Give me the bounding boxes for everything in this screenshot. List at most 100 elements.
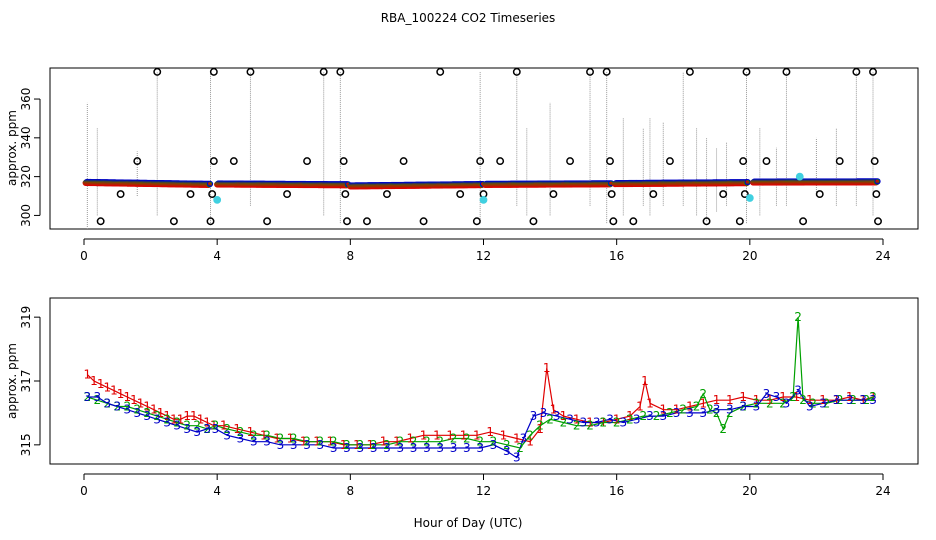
series-2-marker: 2 <box>103 396 111 410</box>
series-2-marker: 2 <box>739 400 747 414</box>
series-2-marker: 2 <box>799 393 807 407</box>
series-2-marker: 2 <box>93 393 101 407</box>
series-3-marker: 3 <box>84 390 92 404</box>
series-2-marker: 2 <box>212 419 220 433</box>
outlier-point <box>339 157 348 166</box>
series-1-marker: 1 <box>500 428 508 442</box>
outlier-point <box>419 217 428 226</box>
series-1-marker: 1 <box>287 431 295 445</box>
outlier-point <box>872 190 881 199</box>
series-2-marker: 2 <box>613 416 621 430</box>
outlier-point <box>529 217 538 226</box>
series-1-marker: 1 <box>210 419 218 433</box>
series-2-marker: 2 <box>153 409 161 423</box>
outlier-point <box>336 67 345 76</box>
series-3-marker: 3 <box>620 416 628 430</box>
series-2-marker: 2 <box>713 406 721 420</box>
series-2-marker: 2 <box>317 435 325 449</box>
bottom-series-lines <box>86 317 874 459</box>
series-1-marker: 1 <box>197 412 205 426</box>
series-3-marker: 3 <box>739 400 747 414</box>
series-3-marker: 3 <box>93 390 101 404</box>
series-1-marker: 1 <box>130 393 138 407</box>
outlier-point <box>649 190 658 199</box>
bottom-plot-frame <box>49 297 919 465</box>
series-3-marker: 3 <box>317 438 325 452</box>
x-axis-label: Hour of Day (UTC) <box>414 516 523 530</box>
series-2-marker: 2 <box>203 422 211 436</box>
series-1-marker: 1 <box>686 400 694 414</box>
top-y-axis-label: approx. ppm <box>5 110 19 186</box>
series-1-marker: 1 <box>103 380 111 394</box>
outlier-point <box>341 190 350 199</box>
series-2-marker: 2 <box>823 396 831 410</box>
series-2-marker: 2 <box>526 428 534 442</box>
series-1-marker: 1 <box>573 412 581 426</box>
series-3-marker: 3 <box>859 393 867 407</box>
series-1-marker: 1 <box>190 409 198 423</box>
series-1-marker: 1 <box>380 435 388 449</box>
series-1-marker: 1 <box>550 403 558 417</box>
series-2-marker: 2 <box>639 409 647 423</box>
series-1-marker: 1 <box>313 435 321 449</box>
outlier-point <box>363 217 371 226</box>
series-1-marker: 1 <box>233 422 241 436</box>
series-2-marker: 2 <box>436 435 444 449</box>
series-2-marker: 2 <box>183 419 191 433</box>
series-2-marker: 2 <box>143 406 151 420</box>
top-grey-spikes <box>86 71 874 229</box>
series-2-marker: 2 <box>794 310 802 324</box>
series-1-marker: 1 <box>613 412 621 426</box>
series-3-marker: 3 <box>343 441 351 455</box>
series-2-marker: 2 <box>836 393 844 407</box>
series-1-marker: 1 <box>446 428 454 442</box>
bottom-x-tick-label: 24 <box>875 484 890 498</box>
series-1-marker: 1 <box>869 390 877 404</box>
bottom-y-axis-label: approx. ppm <box>5 343 19 419</box>
series-1-marker: 1 <box>110 384 118 398</box>
outlier-point <box>96 217 105 226</box>
series-3-marker: 3 <box>133 406 141 420</box>
series-1-marker: 1 <box>260 428 268 442</box>
series-1-marker: 1 <box>406 431 414 445</box>
series-2-marker: 2 <box>766 396 774 410</box>
top-outlier-points <box>96 67 882 226</box>
series-3-marker: 3 <box>123 403 131 417</box>
series-2-marker: 2 <box>516 441 524 455</box>
outlier-point <box>186 190 195 199</box>
top-x-axis: 0 4 8 12 16 20 24 <box>80 238 891 263</box>
series-1-marker: 1 <box>203 416 211 430</box>
series-2-marker: 2 <box>383 438 391 452</box>
outlier-point <box>602 67 611 76</box>
bottom-y-tick-label: 315 <box>19 433 33 456</box>
outlier-point <box>303 157 312 166</box>
series-2-marker: 2 <box>573 419 581 433</box>
series-1-marker: 1 <box>300 435 308 449</box>
series-2-line <box>87 317 874 449</box>
series-1-marker: 1 <box>766 393 774 407</box>
series-2-marker: 2 <box>653 409 661 423</box>
outlier-point <box>609 217 618 226</box>
series-1-marker: 1 <box>846 390 854 404</box>
top-y-axis: 300 320 340 360 <box>19 88 41 227</box>
top-x-tick-label: 20 <box>742 249 757 263</box>
series-1-marker: 1 <box>170 412 178 426</box>
series-2-marker: 2 <box>84 390 92 404</box>
series-2-marker: 2 <box>699 387 707 401</box>
series-1-marker: 1 <box>486 425 494 439</box>
series-1-marker: 1 <box>366 438 374 452</box>
series-2-marker: 2 <box>113 400 121 414</box>
outlier-point <box>209 157 218 166</box>
series-3-marker: 3 <box>463 441 471 455</box>
outlier-point <box>815 190 824 199</box>
series-3-marker: 3 <box>833 393 841 407</box>
cyan-point <box>479 196 488 204</box>
series-1-marker: 1 <box>673 403 681 417</box>
outlier-point <box>283 190 292 199</box>
series-1-marker: 1 <box>220 419 228 433</box>
series-2-marker: 2 <box>600 416 608 430</box>
series-1-marker: 1 <box>699 396 707 410</box>
outlier-point <box>586 67 594 76</box>
outlier-point <box>263 217 272 226</box>
